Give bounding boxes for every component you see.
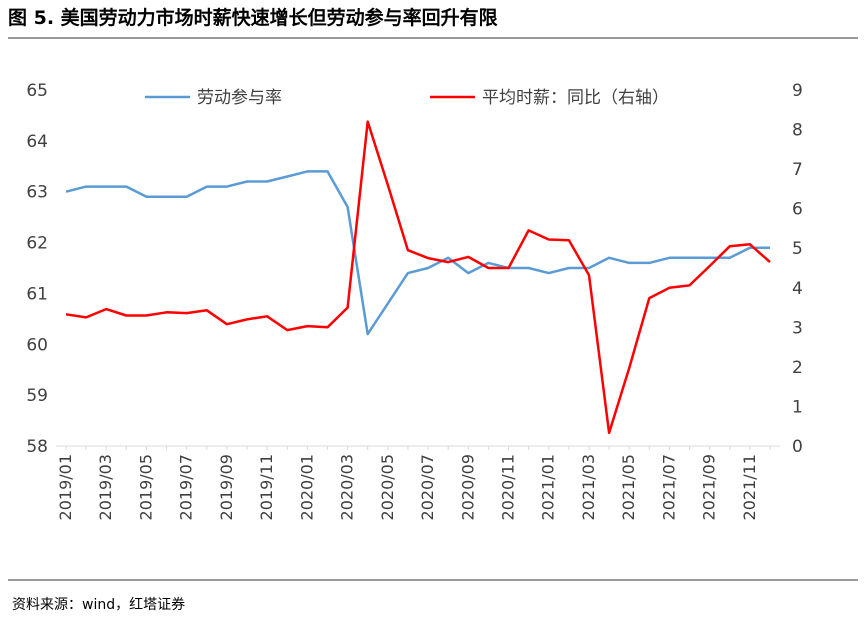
x-tick-label: 2021/09: [700, 454, 719, 520]
x-tick-label: 2020/03: [338, 454, 357, 520]
y2-tick-label: 7: [792, 160, 803, 180]
x-tick-label: 2021/03: [579, 454, 598, 520]
legend-label: 劳动参与率: [197, 88, 282, 108]
y2-tick-label: 5: [792, 239, 803, 259]
y2-tick-label: 8: [792, 121, 803, 141]
y-tick-label: 65: [26, 81, 48, 101]
y-tick-label: 58: [26, 437, 48, 457]
x-tick-label: 2021/11: [740, 454, 759, 520]
series-line: [65, 170, 770, 336]
x-tick-label: 2020/09: [458, 454, 477, 520]
source: 资料来源：wind，红塔证券: [12, 597, 185, 613]
y-tick-label: 64: [26, 132, 48, 152]
x-tick-label: 2020/01: [297, 454, 316, 520]
y-tick-label: 63: [26, 183, 48, 203]
y-tick-label: 60: [26, 335, 48, 355]
x-tick-label: 2019/05: [136, 454, 155, 520]
y2-tick-label: 2: [792, 358, 803, 378]
x-tick-label: 2021/01: [539, 454, 558, 520]
legend-label: 平均时薪：同比（右轴）: [482, 88, 669, 108]
x-tick-label: 2021/05: [619, 454, 638, 520]
x-tick-label: 2020/05: [378, 454, 397, 520]
x-tick-label: 2019/03: [96, 454, 115, 520]
y2-tick-label: 4: [792, 279, 803, 299]
series-line: [65, 120, 771, 435]
y-tick-label: 59: [26, 386, 48, 406]
x-tick-label: 2019/11: [257, 454, 276, 520]
x-tick-label: 2019/09: [217, 454, 236, 520]
y2-tick-label: 6: [792, 200, 803, 220]
y2-tick-label: 9: [792, 81, 803, 101]
x-tick-label: 2019/01: [56, 454, 75, 520]
x-tick-label: 2021/07: [659, 454, 678, 520]
y2-tick-label: 1: [792, 397, 803, 417]
x-tick-label: 2020/11: [499, 454, 518, 520]
y2-tick-label: 0: [792, 437, 803, 457]
y-tick-label: 61: [26, 284, 48, 304]
x-tick-label: 2019/07: [177, 454, 196, 520]
chart-title: 图 5. 美国劳动力市场时薪快速增长但劳动参与率回升有限: [8, 6, 498, 29]
y2-tick-label: 3: [792, 318, 803, 338]
x-tick-label: 2020/07: [418, 454, 437, 520]
y-tick-label: 62: [26, 234, 48, 254]
